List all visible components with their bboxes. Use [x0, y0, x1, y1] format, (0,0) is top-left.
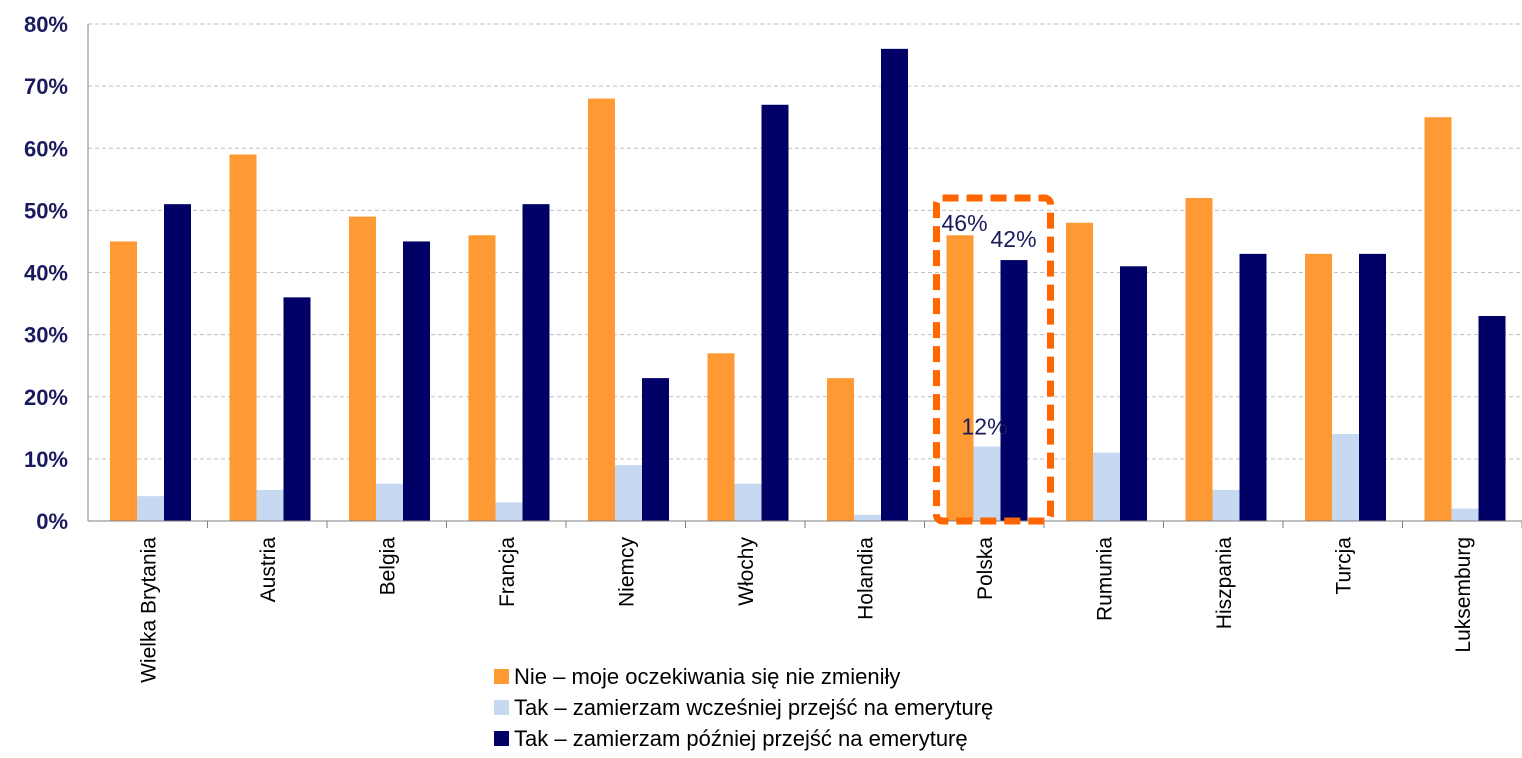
y-tick-label: 0%: [36, 509, 68, 534]
bar: [229, 154, 257, 521]
y-tick-label: 70%: [24, 74, 68, 99]
bar: [110, 241, 137, 521]
bar: [761, 104, 789, 521]
x-tick-label: Wielka Brytania: [138, 537, 161, 683]
x-tick-label: Holandia: [855, 537, 878, 620]
bar: [1212, 489, 1240, 521]
y-tick-label: 80%: [24, 12, 68, 37]
bar: [734, 483, 762, 521]
data-label: 42%: [991, 226, 1037, 252]
y-tick-label: 20%: [24, 385, 68, 410]
bar: [522, 204, 550, 521]
x-tick-label: Hiszpania: [1213, 537, 1236, 630]
x-tick-label: Rumunia: [1094, 537, 1117, 621]
x-tick-label: Polska: [974, 537, 997, 600]
bar: [283, 297, 311, 521]
legend-swatch: [494, 700, 509, 715]
highlight-frame: [933, 194, 1054, 525]
bar: [495, 502, 523, 521]
bar: [1066, 222, 1093, 522]
x-tick-label: Luksemburg: [1452, 537, 1475, 653]
bar: [588, 98, 615, 522]
legend-label: Tak – zamierzam później przejść na emery…: [514, 726, 968, 751]
bar: [946, 235, 974, 521]
highlight-box: [933, 194, 1054, 525]
bar: [256, 489, 284, 521]
legend: Nie – moje oczekiwania się nie zmieniły T…: [494, 664, 993, 751]
bar: [854, 514, 881, 521]
bar: [164, 204, 191, 521]
bar: [1359, 253, 1386, 522]
bar: [1000, 260, 1028, 521]
bar: [1093, 452, 1120, 521]
x-tick-label: Turcja: [1333, 537, 1356, 595]
bar: [1478, 315, 1506, 521]
legend-swatch: [494, 731, 509, 746]
bar: [707, 353, 735, 521]
bar: [1239, 253, 1267, 522]
y-tick-label: 30%: [24, 323, 68, 348]
bars: [110, 48, 1506, 522]
bar: [1451, 508, 1479, 521]
bar: [881, 48, 908, 521]
bar: [1424, 117, 1452, 521]
y-tick-label: 60%: [24, 136, 68, 161]
bar: [1185, 197, 1213, 521]
data-label: 12%: [962, 413, 1008, 439]
legend-label: Nie – moje oczekiwania się nie zmieniły: [514, 664, 900, 689]
bar: [642, 378, 669, 521]
x-tick-label: Włochy: [735, 537, 758, 606]
bar: [376, 483, 403, 521]
y-tick-label: 50%: [24, 198, 68, 223]
gridlines: [88, 23, 1522, 460]
axes: 0% 10% 20% 30% 40% 50% 60% 70% 80% Wielka Brytani…: [24, 12, 1522, 683]
data-labels: 46% 12% 42%: [942, 210, 1037, 439]
bar: [1332, 434, 1359, 521]
x-tick-label: Austria: [257, 537, 280, 603]
bar: [1305, 253, 1332, 522]
bar: [615, 465, 642, 521]
bar: [827, 378, 854, 521]
x-tick-label: Niemcy: [616, 537, 639, 608]
bar: [137, 496, 164, 521]
y-tick-label: 10%: [24, 447, 68, 472]
bar: [1120, 266, 1147, 521]
y-tick-label: 40%: [24, 261, 68, 286]
x-tick-label: Francja: [496, 537, 519, 607]
bar: [468, 235, 496, 521]
bar: [973, 446, 1001, 521]
data-label: 46%: [942, 210, 988, 236]
x-tick-label: Belgia: [377, 537, 400, 596]
bar: [349, 216, 376, 521]
legend-label: Tak – zamierzam wcześniej przejść na eme…: [514, 695, 993, 720]
bar: [403, 241, 430, 521]
legend-swatch: [494, 669, 509, 684]
